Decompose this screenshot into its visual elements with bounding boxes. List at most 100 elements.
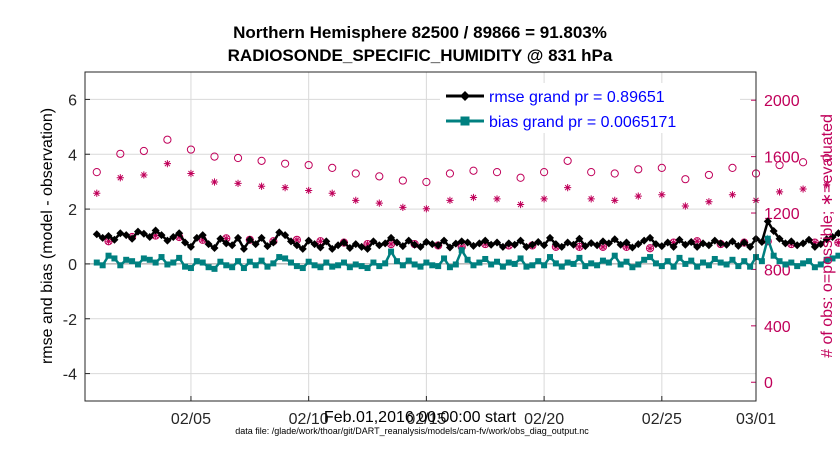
rmse-marker	[451, 239, 460, 248]
rmse-marker	[204, 240, 213, 249]
bias-marker	[599, 257, 606, 264]
possible-marker	[139, 146, 148, 156]
rmse-marker	[163, 236, 172, 245]
bias-marker	[582, 263, 589, 270]
bias-marker	[288, 259, 295, 266]
bias-marker	[187, 265, 194, 272]
evaluated-marker	[587, 195, 595, 203]
bias-marker	[747, 263, 754, 270]
bias-marker	[317, 264, 324, 271]
rmse-marker	[351, 240, 360, 249]
rmse-marker	[157, 231, 166, 240]
rmse-marker	[787, 237, 796, 246]
rmse-marker	[445, 243, 454, 252]
evaluated-marker	[116, 174, 124, 182]
rmse-marker	[593, 241, 602, 250]
y-right-tick-label: 1200	[764, 206, 800, 223]
bias-marker	[123, 256, 130, 263]
bias-marker	[605, 259, 612, 266]
data-file-note: data file: /glade/work/thoar/git/DART_re…	[235, 426, 589, 436]
bias-marker	[705, 262, 712, 269]
rmse-marker	[804, 235, 813, 244]
rmse-marker	[392, 238, 401, 247]
evaluated-marker	[646, 244, 654, 252]
bias-marker	[629, 264, 636, 271]
bias-marker	[564, 259, 571, 266]
bias-marker	[517, 255, 524, 262]
bias-marker	[158, 254, 165, 261]
bias-marker	[717, 259, 724, 266]
evaluated-marker	[493, 195, 501, 203]
x-tick-label: 02/25	[642, 411, 682, 428]
bias-marker	[435, 263, 442, 270]
y-left-tick-label: 6	[68, 92, 77, 109]
bias-marker	[223, 262, 230, 269]
evaluated-marker	[152, 231, 160, 240]
y-axis-right-label: # of obs: o=possible; ∗=evaluated	[819, 114, 836, 358]
bias-marker	[235, 258, 242, 265]
rmse-marker	[810, 242, 819, 251]
possible-marker	[375, 172, 384, 181]
legend-box	[440, 83, 740, 133]
bias-marker	[205, 264, 212, 271]
rmse-marker	[610, 235, 619, 244]
rmse-marker	[422, 237, 431, 246]
possible-marker	[657, 163, 666, 172]
evaluated-marker	[399, 203, 407, 211]
bias-marker	[505, 259, 512, 266]
bias-marker	[541, 262, 548, 269]
y-right-tick-label: 2000	[764, 93, 800, 110]
bias-marker	[111, 255, 118, 262]
rmse-marker	[557, 242, 566, 251]
bias-marker	[129, 258, 136, 265]
rmse-marker	[269, 238, 278, 247]
evaluated-marker	[611, 196, 619, 204]
rmse-marker	[281, 231, 290, 240]
possible-marker	[775, 160, 784, 170]
rmse-marker	[681, 240, 690, 249]
bias-marker	[152, 259, 159, 266]
rmse-marker	[398, 242, 407, 251]
possible-marker	[328, 163, 337, 172]
evaluated-marker	[210, 178, 219, 186]
possible-marker	[186, 145, 196, 154]
bias-marker	[305, 258, 312, 265]
evaluated-marker	[387, 240, 395, 248]
rmse-marker	[687, 237, 696, 246]
bias-marker	[576, 254, 583, 261]
rmse-marker	[304, 236, 313, 245]
bias-marker	[735, 263, 742, 270]
bias-marker	[552, 260, 559, 267]
y-right-tick-label: 400	[764, 319, 791, 336]
rmse-marker	[710, 236, 719, 245]
rmse-marker	[516, 236, 525, 245]
possible-marker	[304, 160, 313, 170]
evaluated-marker	[540, 195, 548, 203]
rmse-marker	[381, 239, 390, 248]
rmse-marker	[245, 235, 254, 244]
evaluated-marker	[469, 193, 478, 202]
legend-rmse-label: rmse grand pr = 0.89651	[489, 89, 665, 106]
evaluated-marker	[564, 184, 572, 192]
rmse-marker	[92, 230, 101, 239]
bias-marker	[635, 261, 642, 268]
rmse-marker	[339, 238, 348, 247]
bias-marker	[464, 256, 471, 263]
bias-marker	[264, 263, 271, 270]
bias-marker	[711, 255, 718, 262]
rmse-marker	[104, 231, 113, 240]
rmse-marker	[510, 240, 519, 249]
bias-marker	[776, 258, 783, 265]
rmse-marker	[469, 241, 478, 250]
bias-marker	[676, 254, 683, 261]
bias-marker	[800, 260, 807, 267]
evaluated-marker	[352, 196, 360, 204]
rmse-marker	[128, 234, 137, 243]
bias-marker	[694, 263, 701, 270]
rmse-marker	[481, 236, 490, 245]
bias-marker	[535, 258, 542, 265]
x-tick-label: 02/15	[406, 411, 446, 428]
rmse-marker	[746, 242, 755, 251]
possible-marker	[351, 169, 360, 178]
